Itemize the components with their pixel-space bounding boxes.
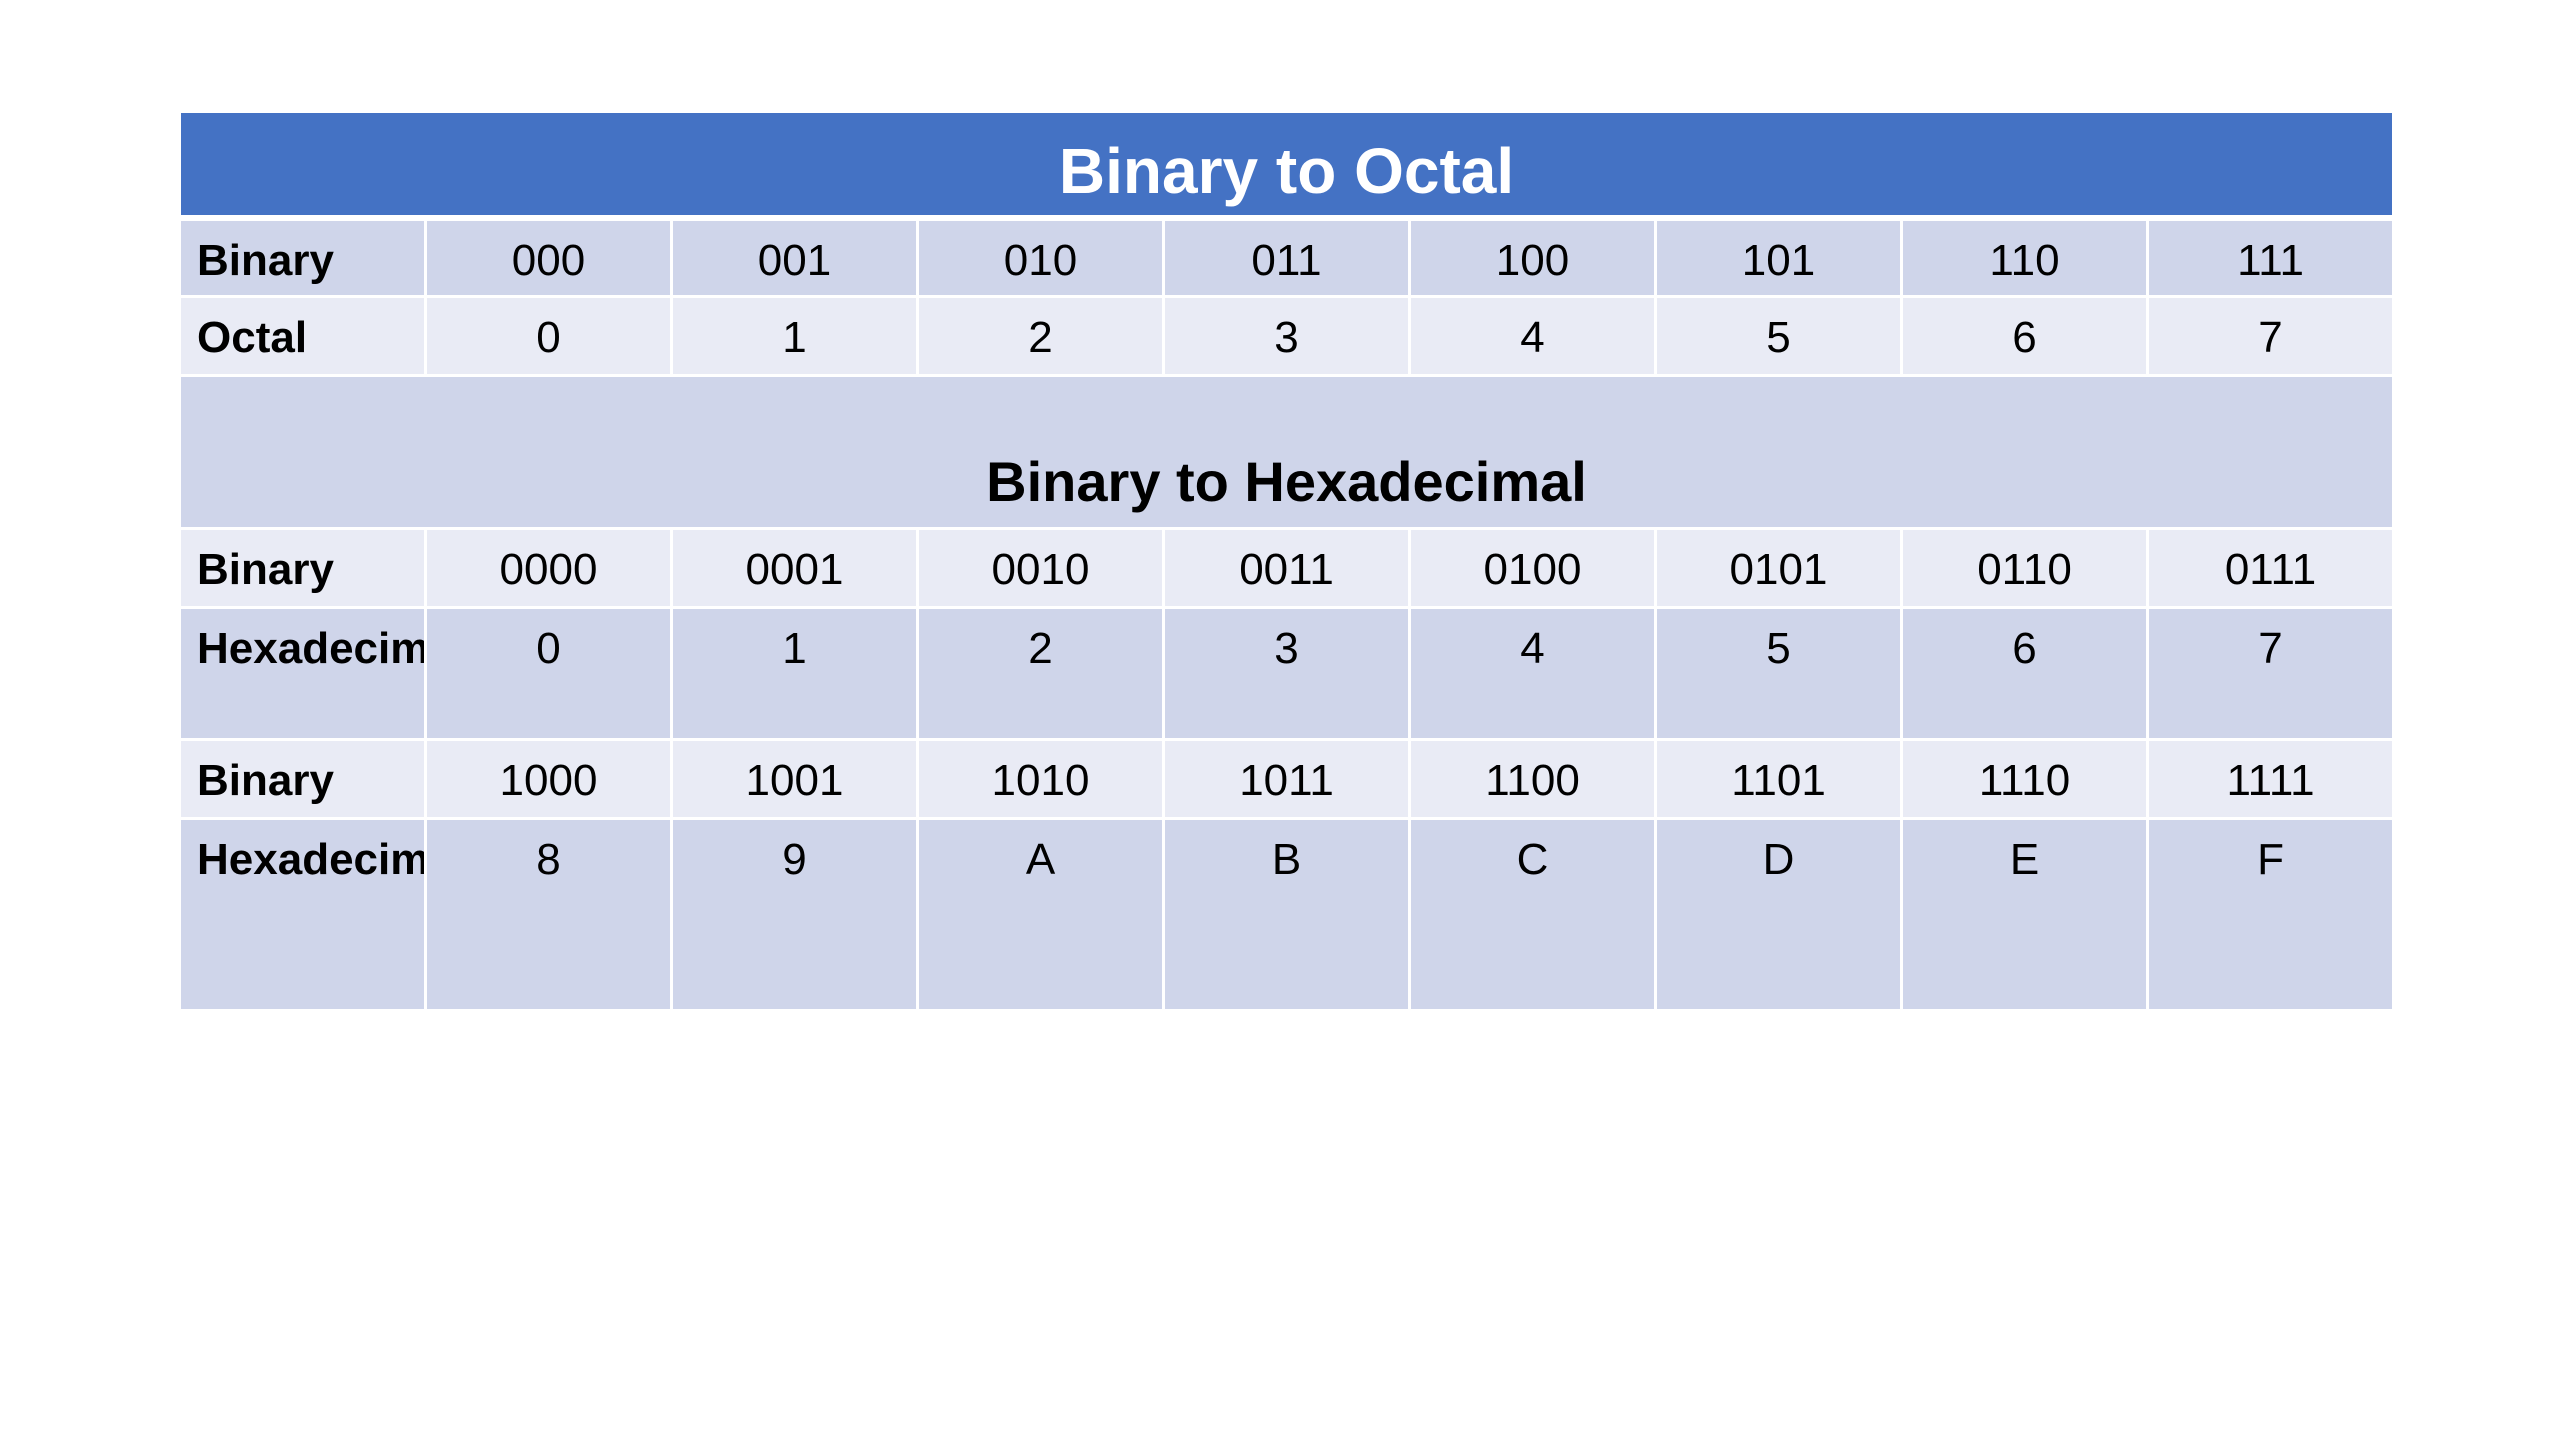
table-cell: 6 — [1900, 295, 2149, 377]
table-cell: 3 — [1162, 295, 1411, 377]
table-cell: 2 — [916, 606, 1165, 741]
table-cell: 1111 — [2145, 738, 2396, 820]
table-cell: 6 — [1900, 606, 2149, 741]
table-cell: B — [1162, 817, 1411, 1012]
table-cell: 1101 — [1654, 738, 1903, 820]
table-cell: 7 — [2145, 295, 2396, 377]
table-cell: 110 — [1900, 216, 2149, 298]
row-label: Binary — [178, 216, 427, 298]
table-cell: 8 — [424, 817, 673, 1012]
table-row: Octal 0 1 2 3 4 5 6 7 — [178, 295, 2396, 377]
table-row: Hexadecimal 0 1 2 3 4 5 6 7 — [178, 606, 2396, 741]
row-label: Binary — [178, 738, 427, 820]
row-label: Binary — [178, 527, 427, 609]
table-cell: F — [2145, 817, 2396, 1012]
hex-title-row: Binary to Hexadecimal — [177, 374, 2396, 530]
table-cell: 0010 — [916, 527, 1165, 609]
table-cell: 3 — [1162, 606, 1411, 741]
octal-title-row: Binary to Octal — [177, 110, 2396, 221]
table-cell: 4 — [1408, 606, 1657, 741]
table-cell: 9 — [670, 817, 919, 1012]
table-cell: 1100 — [1408, 738, 1657, 820]
row-label: Octal — [178, 295, 427, 377]
conversion-table: Binary to Octal Binary 000 001 010 011 1… — [177, 110, 2396, 1012]
table-cell: 0111 — [2145, 527, 2396, 609]
table-cell: 0011 — [1162, 527, 1411, 609]
table-cell: 5 — [1654, 295, 1903, 377]
table-cell: 0 — [424, 606, 673, 741]
table-cell: A — [916, 817, 1165, 1012]
table-cell: C — [1408, 817, 1657, 1012]
table-cell: 1001 — [670, 738, 919, 820]
table-cell: 1000 — [424, 738, 673, 820]
table-cell: 1110 — [1900, 738, 2149, 820]
table-cell: 1 — [670, 606, 919, 741]
hex-table-title: Binary to Hexadecimal — [177, 374, 2396, 530]
table-cell: 101 — [1654, 216, 1903, 298]
table-cell: 1011 — [1162, 738, 1411, 820]
table-cell: 0 — [424, 295, 673, 377]
table-row: Binary 000 001 010 011 100 101 110 111 — [178, 216, 2396, 298]
table-cell: E — [1900, 817, 2149, 1012]
table-cell: 1 — [670, 295, 919, 377]
table-cell: 0000 — [424, 527, 673, 609]
table-cell: 000 — [424, 216, 673, 298]
table-cell: 100 — [1408, 216, 1657, 298]
table-row: Binary 0000 0001 0010 0011 0100 0101 011… — [178, 527, 2396, 609]
table-cell: 2 — [916, 295, 1165, 377]
table-row: Binary 1000 1001 1010 1011 1100 1101 111… — [178, 738, 2396, 820]
table-cell: 4 — [1408, 295, 1657, 377]
table-cell: 111 — [2145, 216, 2396, 298]
octal-table-title: Binary to Octal — [177, 110, 2396, 221]
table-cell: 0100 — [1408, 527, 1657, 609]
table-cell: 010 — [916, 216, 1165, 298]
row-label: Hexadecimal — [178, 606, 427, 741]
table-cell: 0001 — [670, 527, 919, 609]
table-cell: 0110 — [1900, 527, 2149, 609]
table-cell: 5 — [1654, 606, 1903, 741]
table-cell: 7 — [2145, 606, 2396, 741]
table-cell: 1010 — [916, 738, 1165, 820]
table-cell: 001 — [670, 216, 919, 298]
table-cell: D — [1654, 817, 1903, 1012]
row-label: Hexadecimal — [178, 817, 427, 1012]
table-cell: 011 — [1162, 216, 1411, 298]
table-row: Hexadecimal 8 9 A B C D E F — [178, 817, 2396, 1012]
table-cell: 0101 — [1654, 527, 1903, 609]
